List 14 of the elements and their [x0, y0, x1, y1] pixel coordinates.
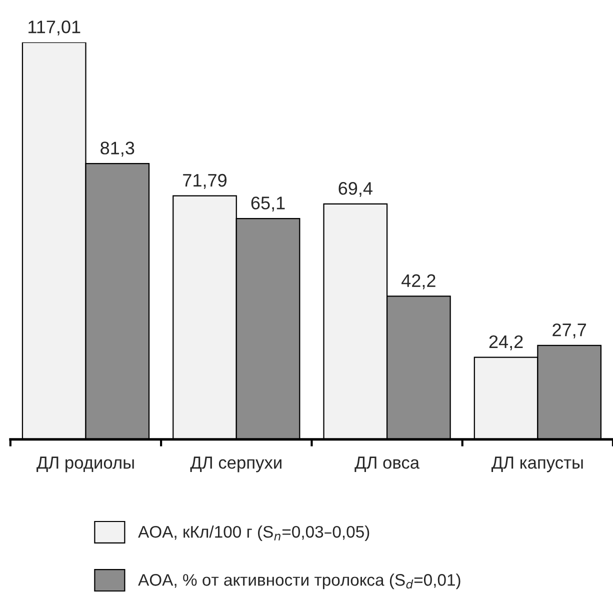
x-tick-label: ДЛ родиолы: [36, 456, 134, 472]
x-tick-label: ДЛ овса: [354, 456, 420, 472]
data-label: 81,3: [100, 142, 134, 157]
legend-label: АОА, кКл/100 г (S$_{n}$=0,03–0,05): [138, 526, 370, 542]
data-label: 24,2: [489, 335, 523, 350]
data-label: 27,7: [552, 323, 586, 338]
data-label: 117,01: [28, 20, 80, 36]
data-label: 65,1: [251, 196, 285, 212]
data-label: 71,79: [183, 174, 226, 189]
x-tick-label: ДЛ капусты: [492, 456, 583, 472]
x-tick-label: ДЛ серпухи: [190, 456, 282, 472]
legend-label: АОА, % от активности тролокса (S$_{d}$=0,01): [138, 574, 460, 590]
data-label: 69,4: [338, 182, 372, 197]
data-label: 42,2: [402, 274, 436, 290]
